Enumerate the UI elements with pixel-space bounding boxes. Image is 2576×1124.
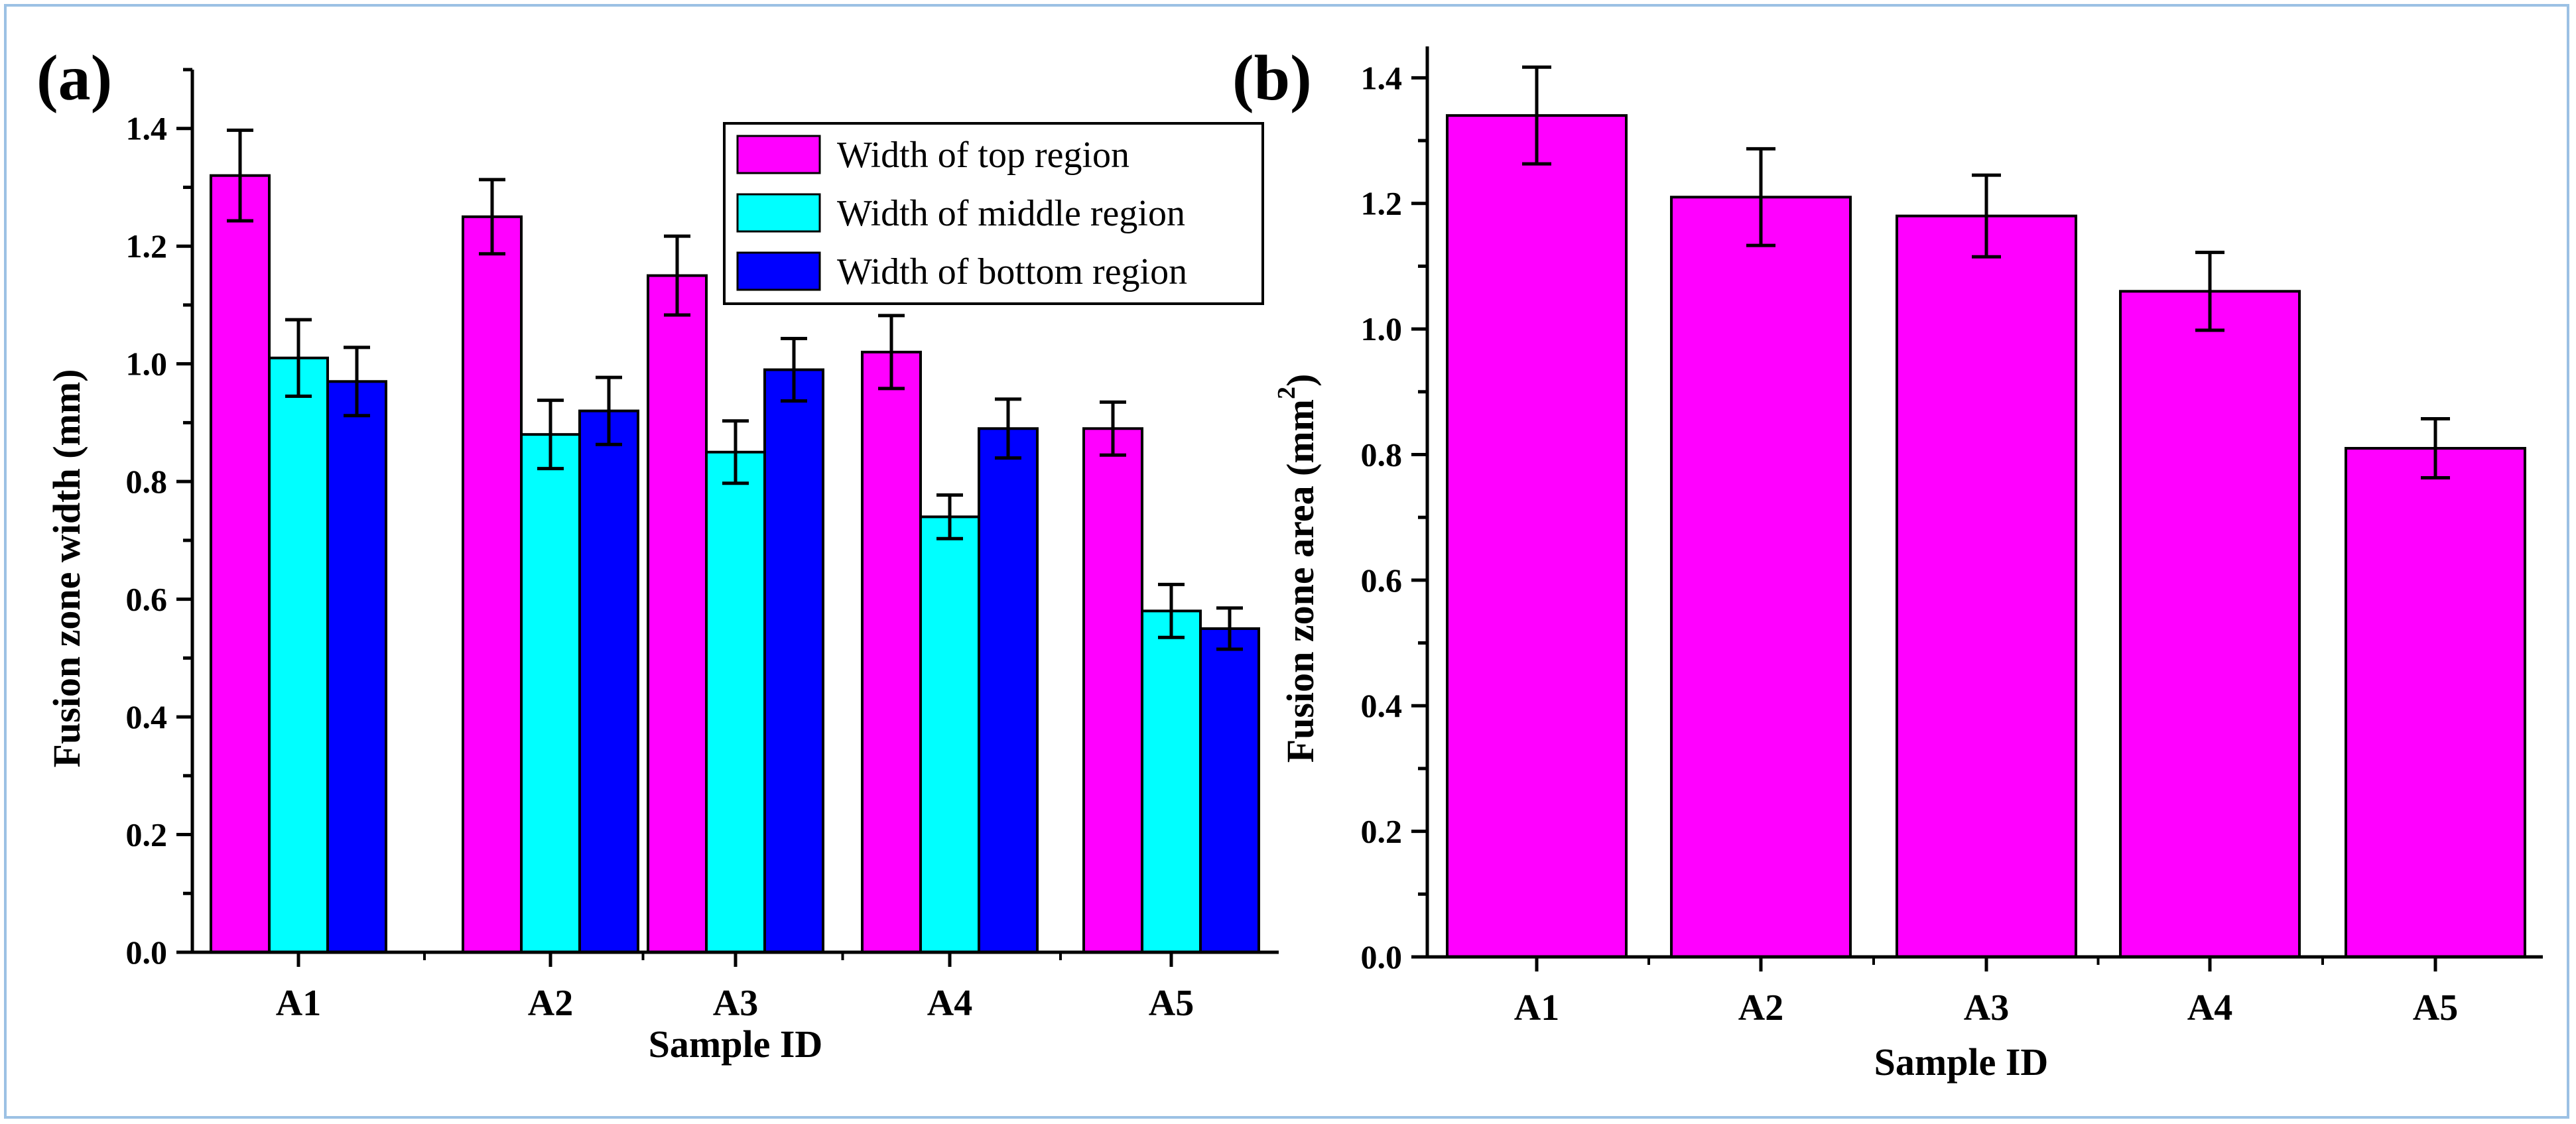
panel-b-y-axis-title: Fusion zone area (mm2) [1273, 374, 1322, 763]
bar-area-A2 [1670, 196, 1852, 959]
bar-area-A5 [2345, 447, 2526, 958]
x-tick-label: A3 [713, 983, 758, 1024]
bar-bottom-A4 [978, 427, 1039, 954]
bar-middle-A1 [268, 356, 329, 954]
bar-middle-A3 [705, 450, 766, 954]
x-tick-label: A1 [1514, 987, 1559, 1029]
y-tick-label: 1.4 [126, 110, 168, 147]
panel-a-y-axis-title: Fusion zone width (mm) [45, 369, 88, 768]
legend-label-bottom: Width of bottom region [837, 251, 1187, 292]
panel-b-label: (b) [1232, 42, 1312, 114]
bar-bottom-A1 [326, 380, 387, 954]
y-tick-label: 0.4 [126, 698, 168, 735]
bar-middle-A2 [520, 433, 581, 954]
panel-a-chart: (a) 0.0 0.2 0.4 0.6 0.8 1.0 1.2 1.4 A1 A2 A3 A4 A5 S… [36, 42, 1279, 1066]
bar-area-A3 [1896, 214, 2077, 958]
y-tick-label: 0.0 [1361, 938, 1403, 975]
bar-bottom-A2 [578, 409, 639, 954]
panel-b-y-axis-title-main: Fusion zone area (mm [1279, 399, 1322, 763]
bar-top-A4 [861, 350, 922, 954]
y-tick-label: 0.2 [126, 816, 168, 853]
bar-top-A3 [647, 274, 708, 954]
y-tick-label: 0.8 [1361, 436, 1403, 473]
panel-a-x-axis-title: Sample ID [649, 1023, 823, 1066]
panel-b-chart: (b) 0.0 0.2 0.4 0.6 0.8 1.0 1.2 1.4 A1 A2 A3 A4 A5 S… [1232, 42, 2543, 1084]
y-tick-label: 0.6 [126, 581, 168, 618]
legend-label-middle: Width of middle region [837, 193, 1185, 234]
bar-bottom-A3 [763, 368, 824, 954]
x-tick-label: A4 [2187, 987, 2232, 1029]
y-tick-label: 1.0 [1361, 310, 1403, 347]
panel-a-legend: Width of top region Width of middle regi… [723, 122, 1264, 305]
panel-b-x-axis-title: Sample ID [1874, 1040, 2049, 1084]
bar-middle-A5 [1141, 609, 1202, 954]
legend-swatch-top [736, 135, 821, 174]
y-tick-label: 1.0 [126, 345, 168, 383]
bar-middle-A4 [919, 515, 980, 954]
y-tick-label: 1.4 [1361, 59, 1403, 96]
y-tick-label: 0.8 [126, 463, 168, 500]
x-tick-label: A2 [528, 983, 573, 1024]
y-tick-label: 1.2 [126, 227, 168, 265]
x-tick-label: A2 [1738, 987, 1783, 1029]
x-tick-label: A4 [927, 983, 972, 1024]
bar-top-A1 [210, 174, 271, 954]
y-tick-label: 1.2 [1361, 185, 1403, 222]
panel-a-label: (a) [36, 42, 112, 114]
panel-b-y-axis-title-end: ) [1279, 374, 1322, 387]
x-tick-label: A1 [276, 983, 321, 1024]
bar-area-A1 [1446, 114, 1628, 959]
x-tick-label: A3 [1964, 987, 2009, 1029]
legend-swatch-bottom [736, 251, 821, 291]
x-tick-label: A5 [1149, 983, 1194, 1024]
legend-swatch-middle [736, 193, 821, 233]
y-tick-label: 0.4 [1361, 687, 1403, 724]
bar-top-A5 [1082, 427, 1143, 954]
y-tick-label: 0.6 [1361, 562, 1403, 599]
y-tick-label: 0.2 [1361, 813, 1403, 850]
panel-b-y-axis-title-sup: 2 [1273, 387, 1301, 399]
y-tick-label: 0.0 [126, 934, 168, 971]
bar-top-A2 [462, 215, 523, 954]
legend-label-top: Width of top region [837, 135, 1129, 176]
x-tick-label: A5 [2413, 987, 2458, 1029]
bar-area-A4 [2119, 290, 2301, 958]
bar-bottom-A5 [1199, 627, 1260, 954]
